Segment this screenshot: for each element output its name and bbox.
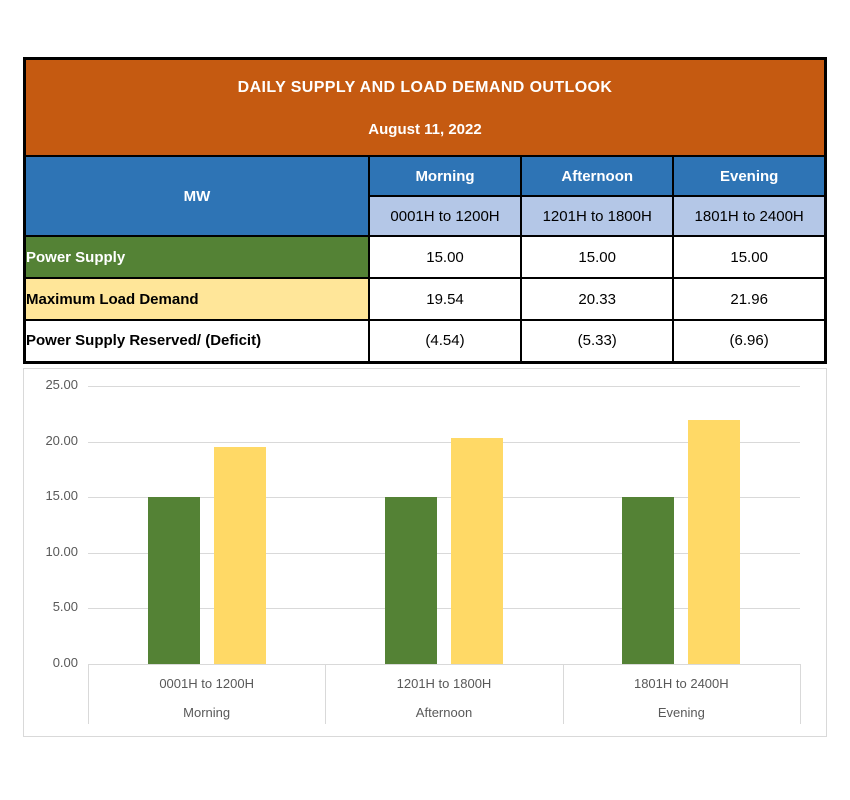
y-axis-tick-label: 15.00 (45, 488, 78, 504)
gridline (88, 497, 800, 499)
category-hours-label: 1801H to 2400H (633, 676, 729, 691)
category-separator (88, 664, 89, 724)
max-load-demand-evening-value: 21.96 (672, 277, 827, 321)
category-separator (562, 664, 564, 724)
bar-power-supply-evening (622, 497, 675, 664)
table-row-power-supply: Power Supply 15.00 15.00 15.00 (23, 235, 827, 279)
y-axis-tick-label: 25.00 (45, 377, 78, 392)
power-supply-evening-value: 15.00 (672, 235, 827, 279)
power-supply-afternoon-value: 15.00 (520, 235, 675, 279)
category-separator (325, 664, 327, 724)
category-period-label: Afternoon (415, 705, 473, 720)
gridline (88, 664, 800, 665)
y-axis-tick-label: 10.00 (45, 543, 78, 559)
col-subheader-evening-hours: 1801H to 2400H (672, 195, 827, 237)
reserve-deficit-afternoon-value: (5.33) (520, 319, 675, 363)
gridline (88, 552, 800, 554)
col-header-evening: Evening (672, 155, 827, 197)
category-hours-label: 1201H to 1800H (396, 676, 492, 691)
period-header-row: MW Morning Afternoon Evening (23, 155, 827, 237)
reserve-deficit-evening-value: (6.96) (672, 319, 827, 363)
col-header-morning: Morning (367, 155, 523, 197)
category-hours-label: 0001H to 1200H (159, 676, 254, 691)
supply-demand-table-container: DAILY SUPPLY AND LOAD DEMAND OUTLOOK Aug… (23, 57, 827, 364)
table-row-max-load-demand: Maximum Load Demand 19.54 20.33 21.96 (23, 277, 827, 321)
category-period-label: Evening (657, 705, 705, 720)
mw-unit-header: MW (23, 155, 370, 237)
reserve-deficit-morning-value: (4.54) (367, 319, 523, 363)
supply-demand-bar-chart: 0.00 5.00 10.00 15.00 20.00 25.00 0001H to 120… (23, 368, 827, 737)
category-separator (800, 664, 801, 724)
bar-maximum-load-demand-afternoon (451, 437, 503, 664)
power-supply-label: Power Supply (23, 235, 370, 279)
col-header-afternoon: Afternoon (520, 155, 675, 197)
col-subheader-morning-hours: 0001H to 1200H (367, 195, 523, 237)
reserve-deficit-label: Power Supply Reserved/ (Deficit) (23, 319, 370, 363)
col-subheader-afternoon-hours: 1201H to 1800H (520, 195, 675, 237)
power-supply-morning-value: 15.00 (367, 235, 523, 279)
y-axis-tick-label: 5.00 (52, 599, 78, 615)
bar-maximum-load-demand-evening (688, 419, 741, 664)
bar-maximum-load-demand-morning (213, 446, 266, 664)
bar-power-supply-afternoon (385, 497, 437, 664)
gridline (88, 441, 800, 443)
table-title-cell: DAILY SUPPLY AND LOAD DEMAND OUTLOOK Aug… (23, 57, 827, 157)
max-load-demand-morning-value: 19.54 (367, 277, 523, 321)
max-load-demand-label: Maximum Load Demand (23, 277, 370, 321)
hours-header-row: 0001H to 1200H 1201H to 1800H 1801H to 2… (25, 195, 827, 237)
supply-demand-table: DAILY SUPPLY AND LOAD DEMAND OUTLOOK Aug… (23, 57, 827, 364)
report-title: DAILY SUPPLY AND LOAD DEMAND OUTLOOK (237, 79, 613, 96)
category-period-label: Morning (183, 705, 231, 720)
bar-power-supply-morning (147, 497, 200, 664)
y-axis-tick-label: 20.00 (45, 432, 78, 448)
gridline (88, 608, 800, 610)
y-axis-tick-label: 0.00 (52, 655, 78, 670)
report-date: August 11, 2022 (368, 121, 482, 138)
gridline (88, 386, 800, 387)
table-row-reserve-deficit: Power Supply Reserved/ (Deficit) (4.54) … (23, 319, 827, 363)
max-load-demand-afternoon-value: 20.33 (520, 277, 675, 321)
